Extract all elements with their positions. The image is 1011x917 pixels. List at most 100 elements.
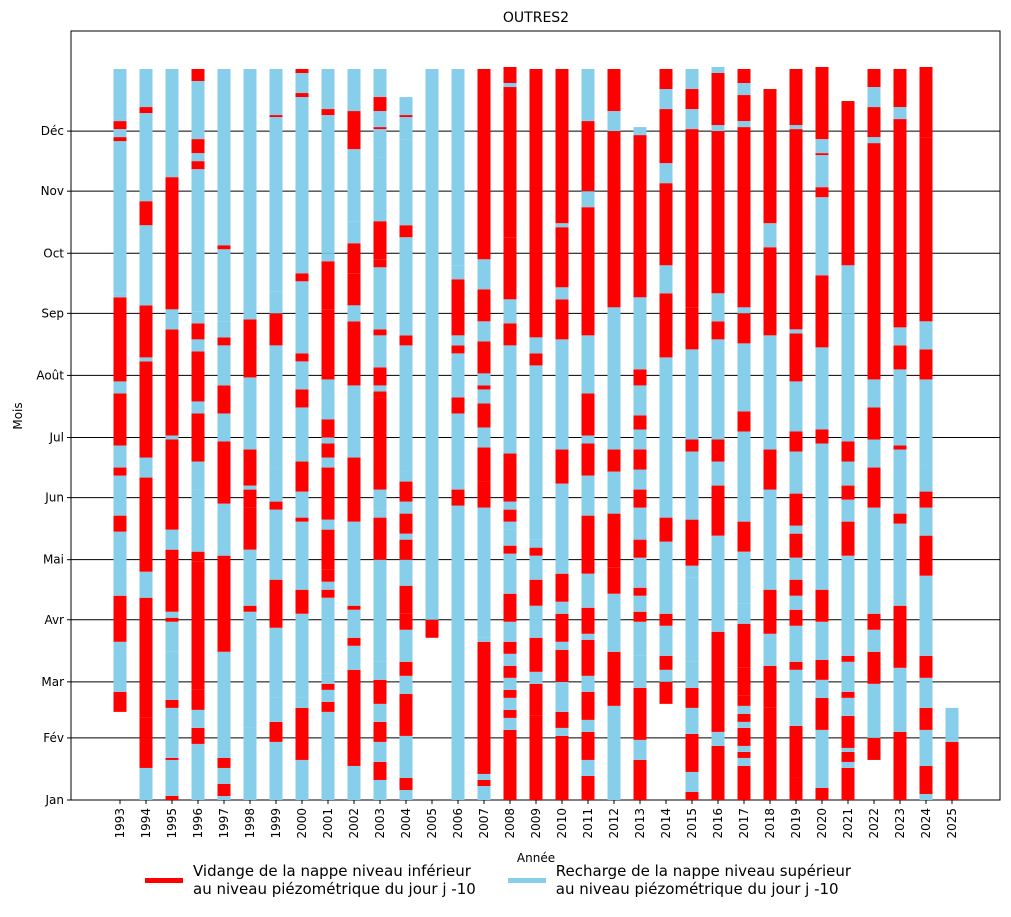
y-tick-label: Déc <box>41 124 64 138</box>
recharge-segment <box>191 489 205 552</box>
vidange-segment <box>477 385 491 390</box>
recharge-segment <box>295 407 309 462</box>
vidange-segment <box>685 733 699 772</box>
vidange-segment <box>659 183 673 266</box>
recharge-segment <box>737 721 751 728</box>
recharge-segment <box>113 141 127 294</box>
vidange-segment <box>113 467 127 476</box>
vidange-segment <box>477 779 491 786</box>
vidange-segment <box>737 695 751 706</box>
recharge-segment <box>451 413 465 490</box>
recharge-segment <box>477 259 491 290</box>
recharge-segment <box>477 785 491 800</box>
recharge-segment <box>867 683 881 738</box>
recharge-segment <box>711 125 725 132</box>
vidange-segment <box>633 759 647 800</box>
recharge-segment <box>503 621 517 642</box>
vidange-segment <box>451 279 465 336</box>
vidange-segment <box>373 679 387 704</box>
recharge-segment <box>347 765 361 800</box>
recharge-segment <box>841 499 855 522</box>
recharge-segment <box>191 461 205 490</box>
recharge-segment <box>217 795 231 800</box>
vidange-segment <box>607 567 621 594</box>
vidange-segment <box>165 329 179 436</box>
vidange-segment <box>399 225 413 238</box>
vidange-segment <box>139 717 153 738</box>
recharge-segment <box>711 293 725 322</box>
vidange-segment <box>659 109 673 164</box>
recharge-segment <box>815 679 829 698</box>
x-tick-label: 2012 <box>607 808 621 839</box>
recharge-segment <box>451 69 465 266</box>
recharge-segment <box>191 401 205 414</box>
x-tick-label: 1994 <box>139 808 153 839</box>
recharge-segment <box>139 767 153 800</box>
recharge-segment <box>737 83 751 96</box>
recharge-segment <box>581 633 595 640</box>
vidange-segment <box>217 441 231 504</box>
bar-2018 <box>763 89 777 800</box>
recharge-segment <box>503 717 517 730</box>
recharge-segment <box>529 671 543 684</box>
vidange-segment <box>321 467 335 520</box>
recharge-segment <box>737 343 751 412</box>
vidange-segment <box>503 323 517 346</box>
vidange-segment <box>763 665 777 708</box>
recharge-segment <box>321 437 335 444</box>
recharge-segment <box>737 705 751 714</box>
vidange-segment <box>191 351 205 402</box>
recharge-segment <box>633 739 647 760</box>
vidange-segment <box>373 329 387 336</box>
recharge-segment <box>269 467 283 502</box>
recharge-segment <box>581 475 595 516</box>
vidange-segment <box>919 707 933 730</box>
bar-2009 <box>529 69 543 800</box>
vidange-segment <box>243 489 257 508</box>
x-tick-label: 2017 <box>737 808 751 839</box>
recharge-segment <box>503 697 517 710</box>
vidange-segment <box>269 313 283 346</box>
vidange-segment <box>503 545 517 554</box>
x-tick-label: 1997 <box>217 808 231 839</box>
recharge-segment <box>451 265 465 280</box>
bar-2011 <box>581 69 595 800</box>
vidange-segment <box>607 651 621 706</box>
vidange-segment <box>919 349 933 380</box>
vidange-segment <box>373 127 387 130</box>
vidange-segment <box>867 613 881 630</box>
vidange-segment <box>373 391 387 398</box>
vidange-segment <box>347 243 361 274</box>
recharge-segment <box>581 719 595 732</box>
bar-2013 <box>633 127 647 800</box>
recharge-segment <box>555 641 569 650</box>
recharge-segment <box>529 337 543 354</box>
recharge-segment <box>841 661 855 692</box>
recharge-segment <box>373 489 387 512</box>
vidange-segment <box>555 573 569 602</box>
vidange-segment <box>919 137 933 322</box>
recharge-segment <box>217 69 231 246</box>
recharge-segment <box>477 389 491 404</box>
bar-2024 <box>919 66 933 800</box>
vidange-segment <box>815 429 829 444</box>
vidange-segment <box>633 539 647 558</box>
vidange-segment <box>529 637 543 672</box>
recharge-segment <box>269 627 283 698</box>
recharge-segment <box>373 111 387 128</box>
legend-label-recharge: Recharge de la nappe niveau supérieur au… <box>555 862 852 898</box>
vidange-segment <box>789 725 803 778</box>
recharge-segment <box>529 555 543 580</box>
recharge-segment <box>685 109 699 130</box>
bar-2019 <box>789 69 803 800</box>
recharge-segment <box>867 629 881 652</box>
recharge-segment <box>217 345 231 386</box>
vidange-segment <box>295 517 309 522</box>
vidange-segment <box>841 715 855 748</box>
vidange-segment <box>191 139 205 154</box>
recharge-segment <box>243 727 257 800</box>
vidange-segment <box>685 89 699 110</box>
recharge-segment <box>399 139 413 226</box>
vidange-segment <box>841 441 855 462</box>
vidange-segment <box>295 353 309 362</box>
